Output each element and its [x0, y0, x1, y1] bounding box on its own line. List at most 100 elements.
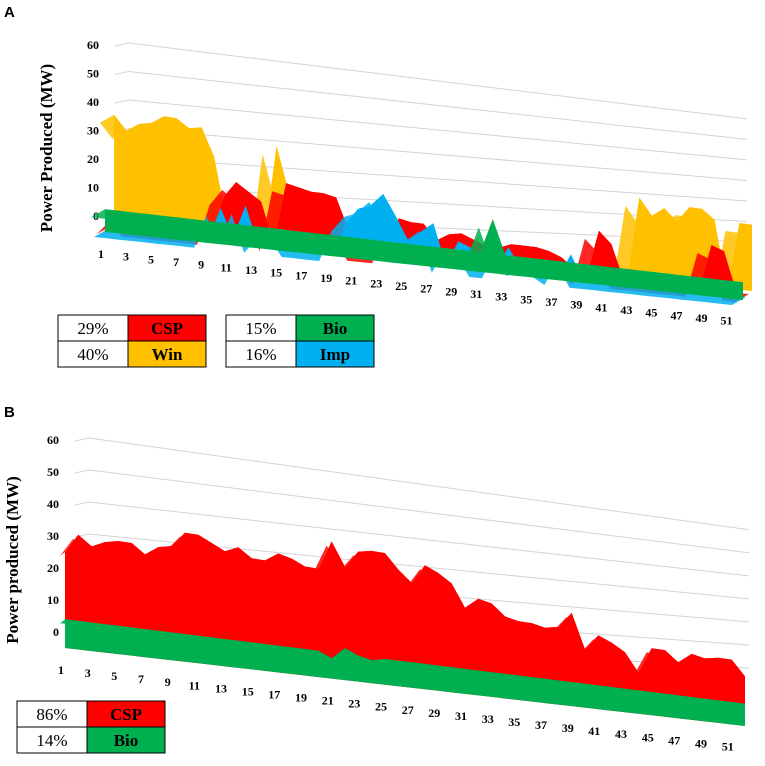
y-tick-label: 10 [47, 593, 59, 607]
x-tick-label: 27 [420, 282, 432, 296]
legend-percent: 15% [245, 319, 276, 338]
gridline [88, 501, 750, 577]
x-tick-label: 13 [215, 681, 227, 695]
legend-swatch-csp [127, 314, 207, 342]
x-tick-label: 51 [721, 314, 733, 328]
legend-percent-box [16, 726, 88, 754]
x-tick-label: 43 [620, 303, 632, 317]
x-tick-label: 49 [695, 736, 707, 750]
x-tick-label: 17 [268, 688, 280, 702]
x-tick-label: 5 [148, 252, 154, 266]
x-tick-label: 33 [482, 712, 494, 726]
gridline [88, 469, 750, 554]
gridline [128, 156, 748, 202]
x-tick-label: 3 [123, 250, 129, 264]
x-tick-label: 33 [495, 290, 507, 304]
x-tick-label: 29 [445, 284, 457, 298]
x-tick-label: 19 [320, 271, 332, 285]
legend-percent: 40% [77, 345, 108, 364]
legend-swatch-win [127, 340, 207, 368]
y-axis-label: Power produced (MW) [3, 476, 22, 643]
y-tick-label: 0 [53, 625, 59, 639]
legend-name: Bio [323, 319, 348, 338]
x-tick-label: 37 [535, 718, 547, 732]
gridline-tick [74, 469, 90, 474]
legend-percent: 29% [77, 319, 108, 338]
panel-b-label: B [4, 404, 15, 421]
x-tick-label: 13 [245, 263, 257, 277]
legend-percent: 14% [36, 731, 67, 750]
x-tick-label: 41 [595, 300, 607, 314]
gridline-tick [114, 99, 130, 104]
x-tick-label: 1 [58, 663, 64, 677]
x-tick-label: 19 [295, 691, 307, 705]
x-tick-label: 29 [428, 706, 440, 720]
x-tick-label: 37 [545, 295, 557, 309]
gridline [128, 128, 748, 181]
panel-a-label: A [4, 4, 15, 21]
x-tick-label: 17 [295, 268, 307, 282]
y-tick-label: 30 [47, 529, 59, 543]
y-tick-label: 30 [87, 124, 99, 138]
x-tick-label: 21 [322, 694, 334, 708]
x-tick-label: 31 [455, 709, 467, 723]
x-tick-label: 23 [370, 276, 382, 290]
y-tick-label: 10 [87, 181, 99, 195]
x-tick-label: 3 [85, 666, 91, 680]
y-tick-label: 20 [87, 152, 99, 166]
x-tick-label: 39 [570, 298, 582, 312]
gridline [128, 71, 748, 140]
gridline-tick [74, 501, 90, 506]
x-tick-label: 5 [111, 669, 117, 683]
series-area-csp [65, 532, 745, 726]
legend-name: CSP [151, 319, 183, 338]
gridline-tick [74, 437, 90, 442]
x-tick-label: 23 [348, 697, 360, 711]
legend-swatch-csp [86, 700, 166, 728]
gridline [128, 99, 748, 161]
series-depth-csp [60, 532, 745, 681]
x-tick-label: 45 [642, 730, 654, 744]
y-tick-label: 40 [47, 497, 59, 511]
x-tick-label: 11 [220, 260, 231, 274]
x-tick-label: 47 [668, 733, 680, 747]
legend-percent: 86% [36, 705, 67, 724]
x-tick-label: 7 [173, 255, 179, 269]
x-tick-label: 41 [588, 724, 600, 738]
x-tick-label: 15 [242, 684, 254, 698]
x-tick-label: 1 [98, 247, 104, 261]
y-tick-label: 20 [47, 561, 59, 575]
x-tick-label: 35 [520, 292, 532, 306]
x-tick-label: 11 [189, 678, 200, 692]
legend-name: Bio [114, 731, 139, 750]
x-tick-label: 49 [696, 311, 708, 325]
legend-swatch-bio [86, 726, 166, 754]
series-depth-win [100, 114, 752, 297]
y-tick-label: 60 [47, 433, 59, 447]
legend-percent: 16% [245, 345, 276, 364]
x-tick-label: 47 [671, 308, 683, 322]
series-area-bio [65, 619, 745, 726]
x-tick-label: 25 [395, 279, 407, 293]
x-tick-label: 25 [375, 700, 387, 714]
y-axis-label: Power Produced (MW) [37, 64, 56, 232]
legend-swatch-imp [295, 340, 375, 368]
x-tick-label: 35 [508, 715, 520, 729]
legend-name: CSP [110, 705, 142, 724]
x-tick-label: 15 [270, 266, 282, 280]
x-tick-label: 21 [345, 274, 357, 288]
y-tick-label: 40 [87, 95, 99, 109]
x-tick-label: 7 [138, 672, 144, 686]
y-tick-label: 50 [47, 465, 59, 479]
series-depth-imp [94, 194, 746, 305]
legend-swatch-bio [295, 314, 375, 342]
x-tick-label: 43 [615, 727, 627, 741]
x-tick-label: 9 [198, 258, 204, 272]
series-depth-bio [60, 619, 745, 708]
legend-percent-box [225, 340, 297, 368]
gridline [88, 437, 750, 531]
legend-name: Imp [320, 345, 350, 364]
